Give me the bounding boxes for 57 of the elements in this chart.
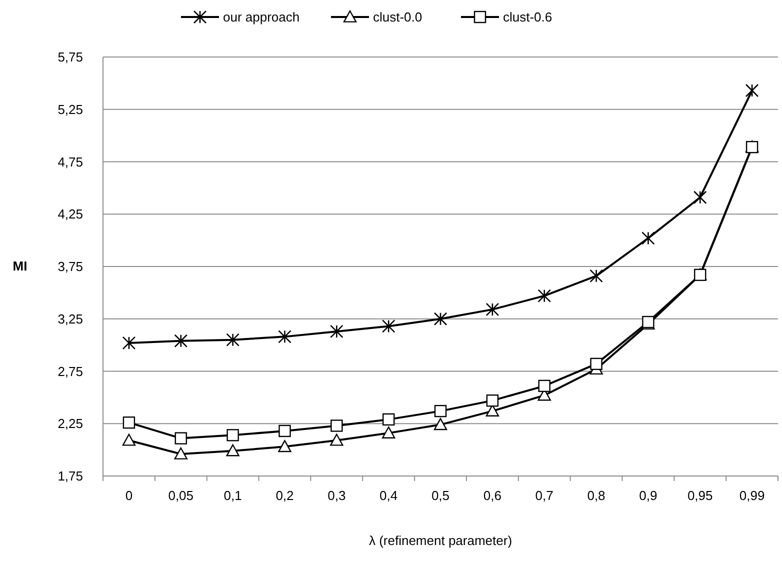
x-tick-label: 0,5	[431, 488, 450, 503]
point	[122, 416, 136, 429]
x-tick-label: 0,3	[328, 488, 346, 503]
point	[330, 434, 344, 446]
point	[693, 190, 707, 204]
point	[226, 429, 239, 442]
point	[382, 320, 396, 333]
x-tick-label: 0,9	[639, 488, 658, 503]
x-tick-label: 0,6	[483, 488, 502, 503]
x-tick-label: 0,8	[587, 488, 606, 503]
point	[486, 394, 499, 407]
legend-label: our approach	[223, 10, 300, 25]
point	[122, 434, 136, 446]
point	[226, 333, 240, 346]
point	[434, 418, 448, 430]
y-axis-title: MI	[12, 258, 28, 274]
x-tick-label: 0,05	[168, 488, 194, 503]
point	[590, 358, 602, 370]
y-tick-label: 3,25	[58, 311, 83, 326]
point	[330, 420, 343, 432]
point	[745, 84, 759, 98]
point	[434, 404, 447, 418]
point	[174, 432, 187, 444]
point	[278, 424, 291, 438]
point	[122, 336, 136, 350]
y-tick-label: 5,75	[58, 50, 83, 65]
point	[642, 232, 655, 245]
point	[278, 440, 292, 452]
y-tick-label: 1,75	[58, 468, 83, 484]
point	[486, 302, 500, 316]
point	[382, 426, 396, 438]
legend-label: clust-0.0	[373, 10, 422, 25]
point	[278, 330, 292, 344]
x-tick-label: 0,1	[224, 488, 242, 503]
point	[538, 289, 551, 302]
y-tick-label: 4,25	[58, 206, 83, 222]
x-tick-label: 0,2	[276, 488, 294, 503]
point	[174, 334, 188, 348]
point	[174, 447, 188, 460]
point	[590, 269, 603, 283]
x-tick-label: 0,7	[535, 488, 554, 503]
y-tick-label: 4,75	[58, 154, 83, 170]
y-tick-label: 2,75	[58, 364, 83, 379]
point	[538, 380, 550, 392]
point	[382, 413, 395, 426]
point	[434, 312, 448, 326]
legend-label: clust-0.6	[503, 10, 552, 25]
x-tick-label: 0	[125, 488, 133, 503]
y-tick-label: 5,25	[58, 102, 83, 117]
y-tick-label: 2,25	[58, 416, 83, 432]
point	[330, 324, 344, 338]
x-axis-title: λ (refinement parameter)	[368, 533, 512, 548]
point	[226, 444, 240, 456]
x-tick-label: 0,95	[687, 488, 713, 503]
x-tick-label: 0,4	[380, 488, 398, 503]
y-tick-label: 3,75	[58, 259, 83, 274]
x-tick-label: 0,99	[739, 488, 765, 503]
